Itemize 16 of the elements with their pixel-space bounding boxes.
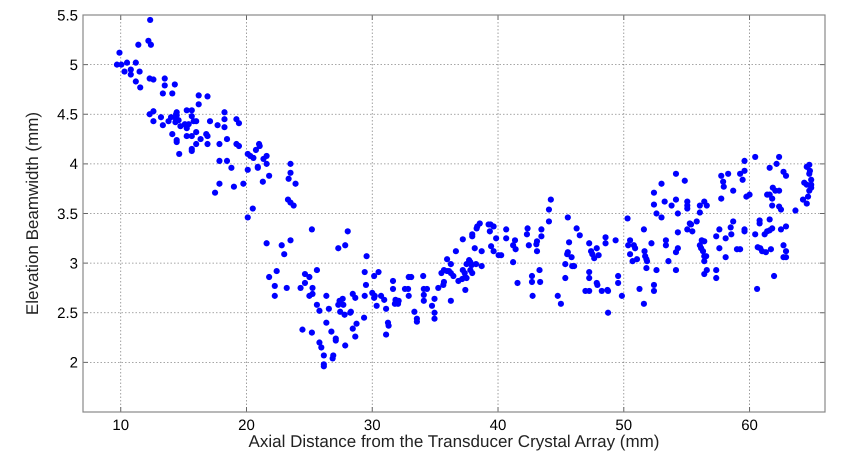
y-tick-label: 5 xyxy=(70,56,78,74)
y-axis-title: Elevation Beamwidth (mm) xyxy=(23,112,42,316)
y-tick-label: 3 xyxy=(70,255,78,272)
x-tick-label: 20 xyxy=(238,417,255,434)
y-tick-label: 2 xyxy=(70,354,78,372)
x-tick-label: 10 xyxy=(112,417,130,434)
x-tick-label: 40 xyxy=(490,417,506,434)
y-tick-label: 4.5 xyxy=(57,106,78,124)
x-axis-title: Axial Distance from the Transducer Crystal Array (mm) xyxy=(248,432,660,451)
x-tick-label: 60 xyxy=(741,417,758,434)
x-tick-label: 50 xyxy=(615,417,632,434)
y-tick-label: 4 xyxy=(70,156,78,174)
x-tick-label: 30 xyxy=(364,417,381,434)
y-tick-label: 3.5 xyxy=(57,206,78,223)
y-tick-label: 5.5 xyxy=(57,7,78,24)
y-tick-label: 2.5 xyxy=(57,305,78,322)
